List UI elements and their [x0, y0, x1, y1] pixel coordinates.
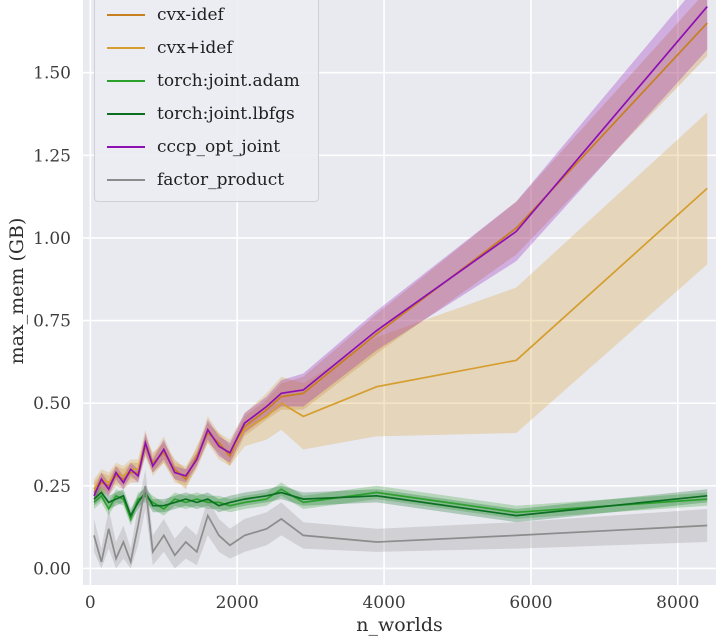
series-band-factor-product [94, 469, 708, 569]
x-axis-label: n_worlds [356, 614, 443, 636]
chart-legend: cvx-idef cvx+idef torch:joint.adam torch:jo… [94, 0, 319, 202]
legend-label: torch:joint.lbfgs [157, 103, 295, 124]
legend-label: torch:joint.adam [157, 70, 300, 91]
series-band-cccp-opt-joint [94, 0, 708, 503]
legend-label: cvx-idef [157, 4, 224, 25]
legend-item-cvx-idef: cvx+idef [107, 36, 300, 59]
y-tick-label: 1.00 [33, 229, 71, 249]
series-band-torch-joint-adam [94, 482, 708, 526]
series-line-factor-product [93, 485, 708, 566]
y-tick-label: 0.00 [33, 559, 71, 579]
legend-item-cvx-idef: cvx-idef [107, 3, 300, 26]
legend-label: cvx+idef [157, 37, 233, 58]
legend-item-torch-joint-lbfgs: torch:joint.lbfgs [107, 102, 300, 125]
x-tick-label: 2000 [216, 593, 259, 613]
y-tick-label: 1.50 [33, 64, 71, 84]
series-line-torch-joint-lbfgs [93, 490, 708, 518]
series-band-cvx-idef [94, 0, 708, 503]
y-tick-label: 1.25 [33, 146, 71, 166]
tick-labels: 0.00 0.25 0.50 0.75 1.00 1.25 1.50 0 2000 4000 600… [33, 64, 699, 613]
x-tick-label: 6000 [509, 593, 552, 613]
series-band-torch-joint-lbfgs [94, 485, 708, 523]
x-tick-label: 8000 [656, 593, 699, 613]
y-tick-label: 0.75 [33, 312, 71, 332]
legend-line-swatch [107, 112, 145, 115]
legend-line-swatch [107, 178, 145, 181]
y-tick-label: 0.25 [33, 477, 71, 497]
legend-line-swatch [107, 46, 145, 49]
y-tick-label: 0.50 [33, 394, 71, 414]
x-tick-label: 0 [85, 593, 96, 613]
series-line-cccp-opt-joint [93, 6, 708, 497]
legend-line-swatch [107, 13, 145, 16]
legend-item-factor-product: factor_product [107, 168, 300, 191]
legend-line-swatch [107, 145, 145, 148]
series-line-torch-joint-adam [93, 488, 708, 522]
legend-item-cccp-opt-joint: cccp_opt_joint [107, 135, 300, 158]
y-axis-label: max_mem (GB) [6, 217, 28, 365]
legend-label: cccp_opt_joint [157, 136, 281, 157]
x-tick-label: 4000 [362, 593, 405, 613]
legend-label: factor_product [157, 169, 285, 190]
legend-line-swatch [107, 79, 145, 82]
series-lines [93, 6, 708, 566]
legend-item-torch-joint-adam: torch:joint.adam [107, 69, 300, 92]
